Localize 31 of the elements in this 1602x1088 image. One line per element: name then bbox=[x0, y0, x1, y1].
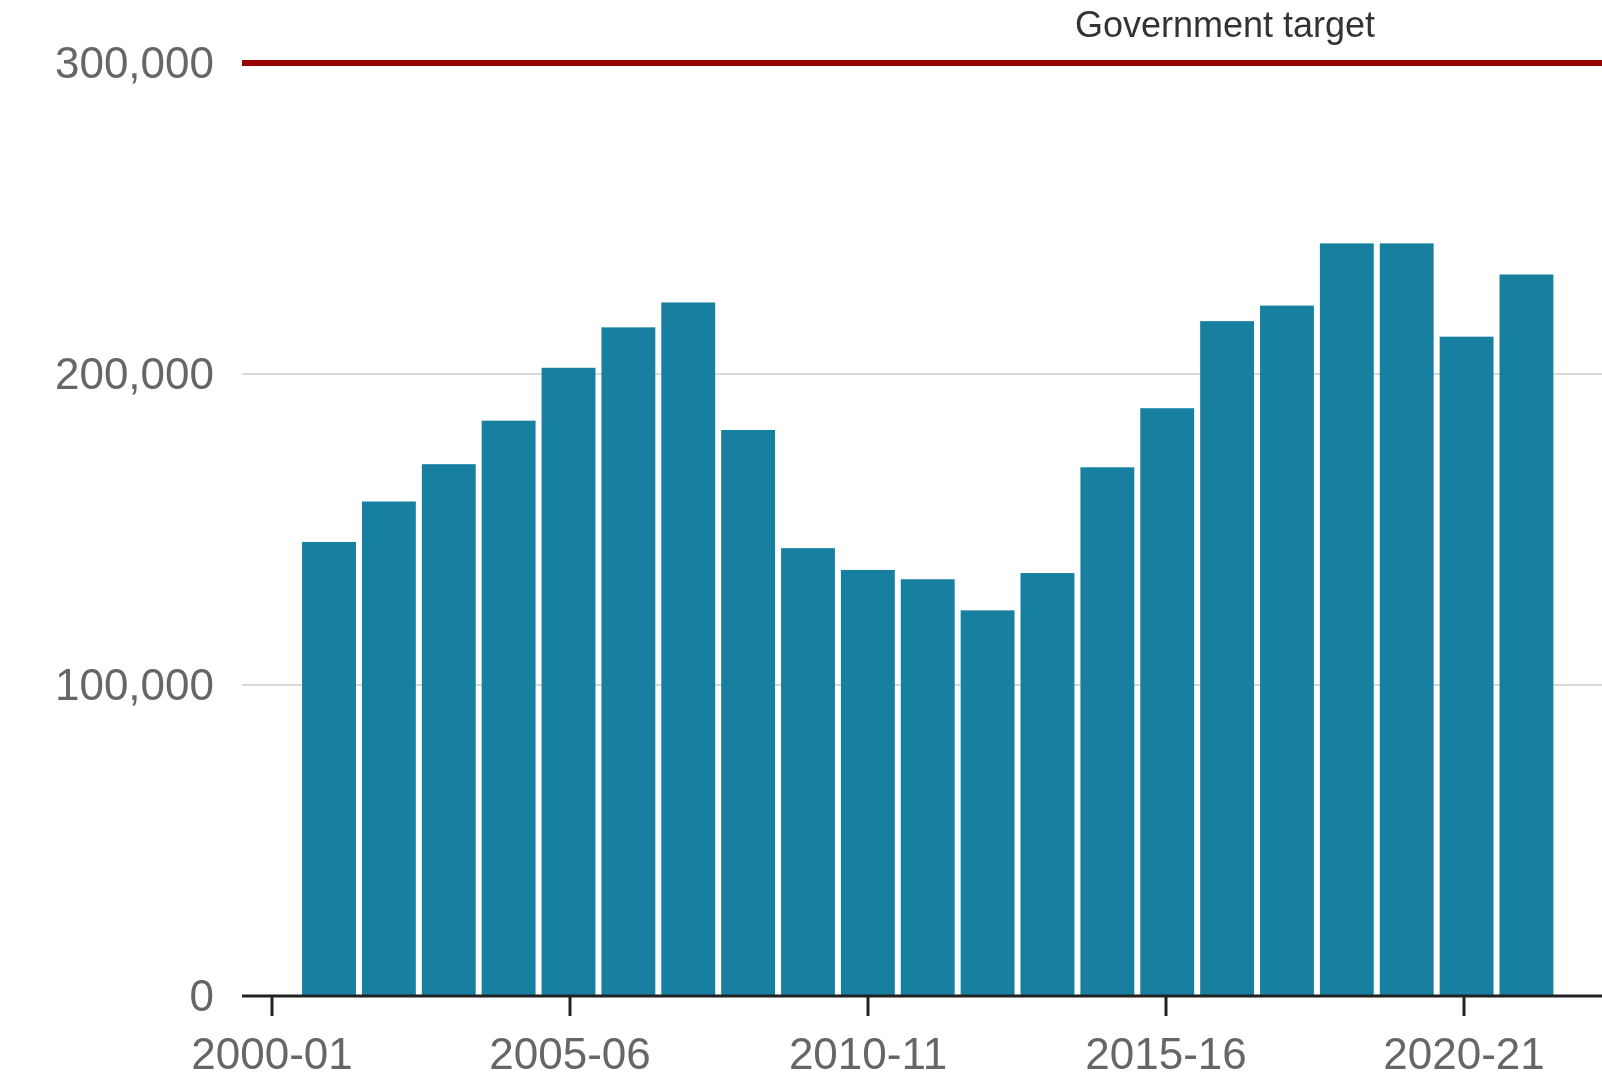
bar bbox=[361, 501, 416, 996]
x-tick-label: 2010-11 bbox=[788, 1029, 948, 1078]
bar bbox=[1140, 408, 1195, 996]
bar bbox=[421, 464, 476, 996]
bar bbox=[541, 367, 596, 996]
bar bbox=[721, 429, 776, 996]
bar bbox=[1319, 243, 1374, 996]
bar bbox=[960, 610, 1015, 996]
x-tick-label: 2020-21 bbox=[1383, 1029, 1545, 1078]
bar bbox=[302, 541, 356, 996]
bar bbox=[1379, 243, 1434, 996]
bar bbox=[840, 569, 895, 996]
bar bbox=[1020, 573, 1075, 996]
bar bbox=[1260, 305, 1314, 996]
bar bbox=[1439, 336, 1494, 996]
bar bbox=[481, 420, 536, 996]
bar bbox=[601, 327, 656, 996]
y-tick-label: 300,000 bbox=[54, 38, 214, 87]
bar bbox=[900, 579, 955, 996]
bar bbox=[1200, 321, 1255, 996]
x-tick-label: 2005-06 bbox=[489, 1029, 651, 1078]
x-tick-label: 2000-01 bbox=[191, 1029, 353, 1078]
y-tick-label: 100,000 bbox=[54, 660, 214, 709]
bar bbox=[661, 302, 716, 996]
bar bbox=[781, 548, 835, 996]
bar bbox=[1499, 274, 1554, 996]
y-tick-label: 0 bbox=[189, 971, 214, 1020]
y-tick-label: 200,000 bbox=[54, 349, 214, 398]
ref-line-label: Government target bbox=[1074, 4, 1376, 45]
bar bbox=[1080, 467, 1135, 996]
x-tick-label: 2015-16 bbox=[1085, 1029, 1247, 1078]
